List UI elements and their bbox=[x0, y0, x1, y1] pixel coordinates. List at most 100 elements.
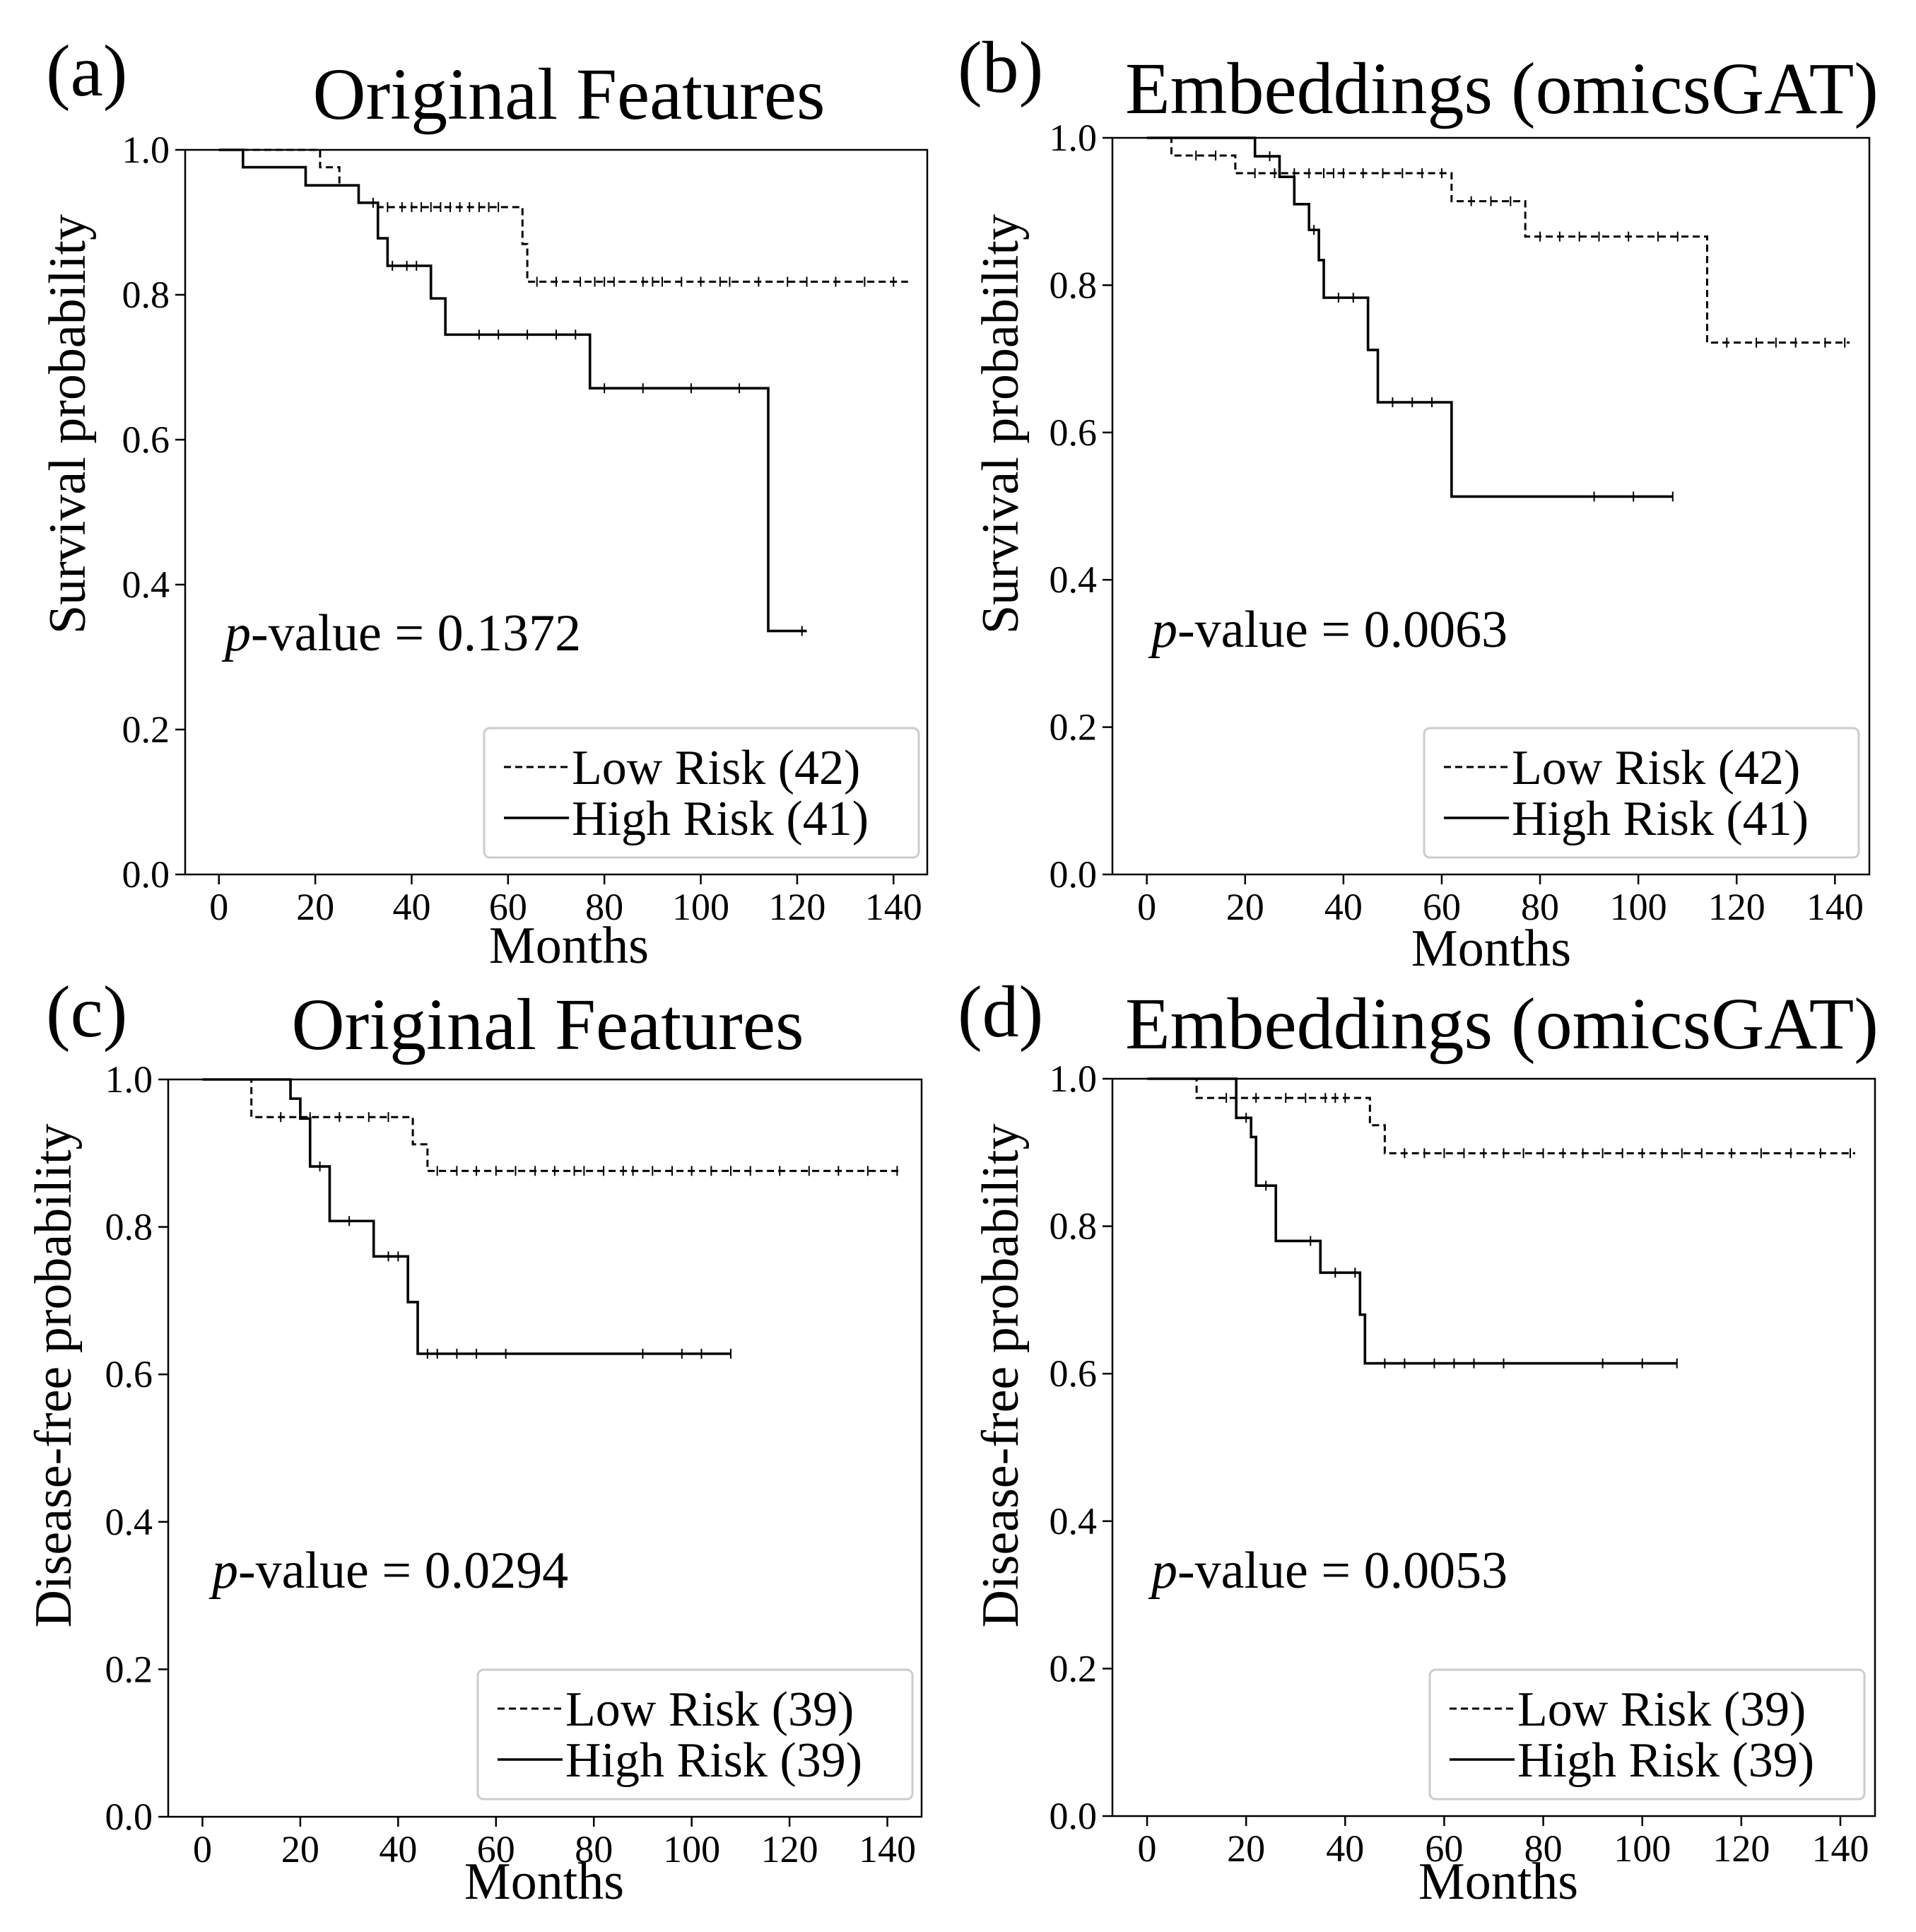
x-tick-label: 100 bbox=[1610, 886, 1667, 928]
y-tick-label: 0.4 bbox=[105, 1501, 153, 1543]
y-tick-label: 0.6 bbox=[1050, 411, 1098, 454]
x-tick-label: 80 bbox=[575, 1828, 613, 1870]
y-tick-label: 0.8 bbox=[1050, 1205, 1098, 1248]
chart-panel-c: (c) Original Features 0 20 40 60 80 100 120 140 0.… bbox=[0, 966, 958, 1931]
x-tick-label: 60 bbox=[1423, 886, 1461, 928]
legend-label-high-risk: High Risk (41) bbox=[1512, 792, 1809, 846]
x-axis-label: Months bbox=[1411, 920, 1571, 978]
y-axis-label: Disease-free probability bbox=[972, 1124, 1030, 1628]
p-value-italic: p bbox=[1148, 1542, 1177, 1600]
y-tick-label: 0.0 bbox=[122, 853, 170, 896]
panel-label: (b) bbox=[958, 27, 1043, 108]
y-tick-label: 0.2 bbox=[1050, 706, 1098, 749]
series-line-low-risk bbox=[202, 1078, 903, 1172]
x-tick-label: 120 bbox=[768, 886, 825, 928]
x-tick-label: 100 bbox=[1614, 1827, 1671, 1870]
plot-frame bbox=[1111, 136, 1871, 876]
p-value-italic: p bbox=[221, 604, 251, 662]
p-value-annotation: p-value = 0.1372 bbox=[221, 604, 581, 662]
x-tick-label: 0 bbox=[193, 1828, 212, 1870]
y-tick-label: 0.8 bbox=[105, 1206, 153, 1248]
x-tick-label: 100 bbox=[663, 1828, 720, 1870]
chart-svg: (b) Embeddings (omicsGAT) 0 20 40 60 80 100 120 1… bbox=[958, 27, 1879, 978]
legend-label-low-risk: Low Risk (39) bbox=[565, 1682, 854, 1737]
y-tick-label: 0.8 bbox=[122, 274, 170, 316]
y-tick-label: 0.2 bbox=[122, 708, 170, 751]
x-tick-label: 60 bbox=[477, 1828, 515, 1870]
x-tick-label: 20 bbox=[1227, 1827, 1265, 1870]
x-axis-label: Months bbox=[1418, 1853, 1578, 1911]
legend-label-low-risk: Low Risk (39) bbox=[1517, 1682, 1806, 1737]
panel-label: (c) bbox=[46, 971, 127, 1053]
legend: Low Risk (42)High Risk (41) bbox=[483, 727, 920, 859]
y-axis-label: Survival probability bbox=[39, 214, 97, 634]
y-tick-label: 0.4 bbox=[1050, 558, 1098, 601]
p-value-annotation: p-value = 0.0053 bbox=[1148, 1542, 1507, 1600]
y-tick-label: 0.4 bbox=[1050, 1500, 1098, 1542]
legend-box bbox=[476, 1668, 914, 1801]
x-tick-label: 40 bbox=[1324, 886, 1363, 928]
y-tick-label: 0.0 bbox=[1050, 1795, 1098, 1837]
chart-svg: (d) Embeddings (omicsGAT) 0 20 40 60 80 100 120 1… bbox=[958, 971, 1879, 1911]
y-tick-label: 1.0 bbox=[105, 1058, 153, 1101]
series-line-low-risk bbox=[1147, 1077, 1855, 1154]
y-axis-label: Survival probability bbox=[972, 214, 1030, 634]
p-value-text: -value = 0.0063 bbox=[1177, 601, 1507, 659]
x-tick-label: 20 bbox=[281, 1828, 319, 1870]
chart-title: Original Features bbox=[313, 54, 825, 135]
y-tick-label: 0.0 bbox=[105, 1796, 153, 1838]
y-tick-label: 0.6 bbox=[105, 1353, 153, 1395]
series-line-low-risk bbox=[1146, 136, 1850, 344]
x-tick-label: 0 bbox=[209, 886, 228, 928]
plot-frame bbox=[167, 1078, 923, 1818]
x-tick-label: 140 bbox=[865, 886, 922, 928]
legend-label-high-risk: High Risk (41) bbox=[572, 792, 869, 846]
y-tick-label: 1.0 bbox=[1050, 117, 1098, 159]
p-value-italic: p bbox=[1148, 601, 1177, 659]
p-value-italic: p bbox=[208, 1542, 238, 1600]
x-tick-label: 140 bbox=[1811, 1827, 1869, 1870]
x-tick-label: 140 bbox=[859, 1828, 916, 1870]
series-line-high-risk bbox=[1146, 136, 1673, 498]
x-tick-label: 80 bbox=[585, 886, 623, 928]
x-tick-label: 20 bbox=[296, 886, 334, 928]
x-tick-label: 40 bbox=[379, 1828, 417, 1870]
series-line-high-risk bbox=[1147, 1077, 1677, 1365]
chart-title: Embeddings (omicsGAT) bbox=[1125, 48, 1879, 129]
y-tick-label: 0.2 bbox=[1050, 1647, 1098, 1690]
x-tick-label: 40 bbox=[392, 886, 430, 928]
p-value-text: -value = 0.0053 bbox=[1177, 1542, 1507, 1600]
legend: Low Risk (42)High Risk (41) bbox=[1423, 727, 1860, 859]
series-line-high-risk bbox=[202, 1078, 731, 1355]
chart-panel-d: (d) Embeddings (omicsGAT) 0 20 40 60 80 100 120 1… bbox=[958, 966, 1915, 1931]
legend-box bbox=[483, 727, 920, 859]
legend-box bbox=[1423, 727, 1860, 859]
legend-box bbox=[1428, 1668, 1866, 1801]
p-value-annotation: p-value = 0.0294 bbox=[208, 1542, 568, 1600]
y-axis-label: Disease-free probability bbox=[25, 1124, 83, 1628]
chart-panel-b: (b) Embeddings (omicsGAT) 0 20 40 60 80 100 120 1… bbox=[958, 0, 1915, 978]
x-tick-label: 120 bbox=[1712, 1827, 1770, 1870]
x-tick-label: 60 bbox=[489, 886, 527, 928]
y-tick-label: 0.6 bbox=[122, 418, 170, 461]
p-value-text: -value = 0.1372 bbox=[251, 604, 581, 662]
x-tick-label: 0 bbox=[1138, 1827, 1157, 1870]
x-tick-label: 140 bbox=[1806, 886, 1864, 928]
series-line-low-risk bbox=[218, 148, 908, 283]
y-tick-label: 0.2 bbox=[105, 1648, 153, 1690]
x-tick-label: 100 bbox=[672, 886, 729, 928]
panel-label: (d) bbox=[958, 971, 1043, 1053]
legend-label-low-risk: Low Risk (42) bbox=[1512, 741, 1800, 795]
p-value-annotation: p-value = 0.0063 bbox=[1148, 601, 1507, 659]
p-value-text: -value = 0.0294 bbox=[238, 1542, 568, 1600]
x-tick-label: 120 bbox=[1708, 886, 1765, 928]
x-tick-label: 120 bbox=[761, 1828, 818, 1870]
y-tick-label: 0.4 bbox=[122, 563, 170, 606]
panel-label: (a) bbox=[46, 30, 127, 112]
legend-label-low-risk: Low Risk (42) bbox=[572, 741, 860, 795]
y-tick-label: 0.0 bbox=[1050, 853, 1098, 896]
chart-svg: (c) Original Features 0 20 40 60 80 100 120 140 0.… bbox=[25, 971, 923, 1911]
chart-title: Embeddings (omicsGAT) bbox=[1125, 983, 1879, 1065]
y-tick-label: 0.6 bbox=[1050, 1352, 1098, 1395]
